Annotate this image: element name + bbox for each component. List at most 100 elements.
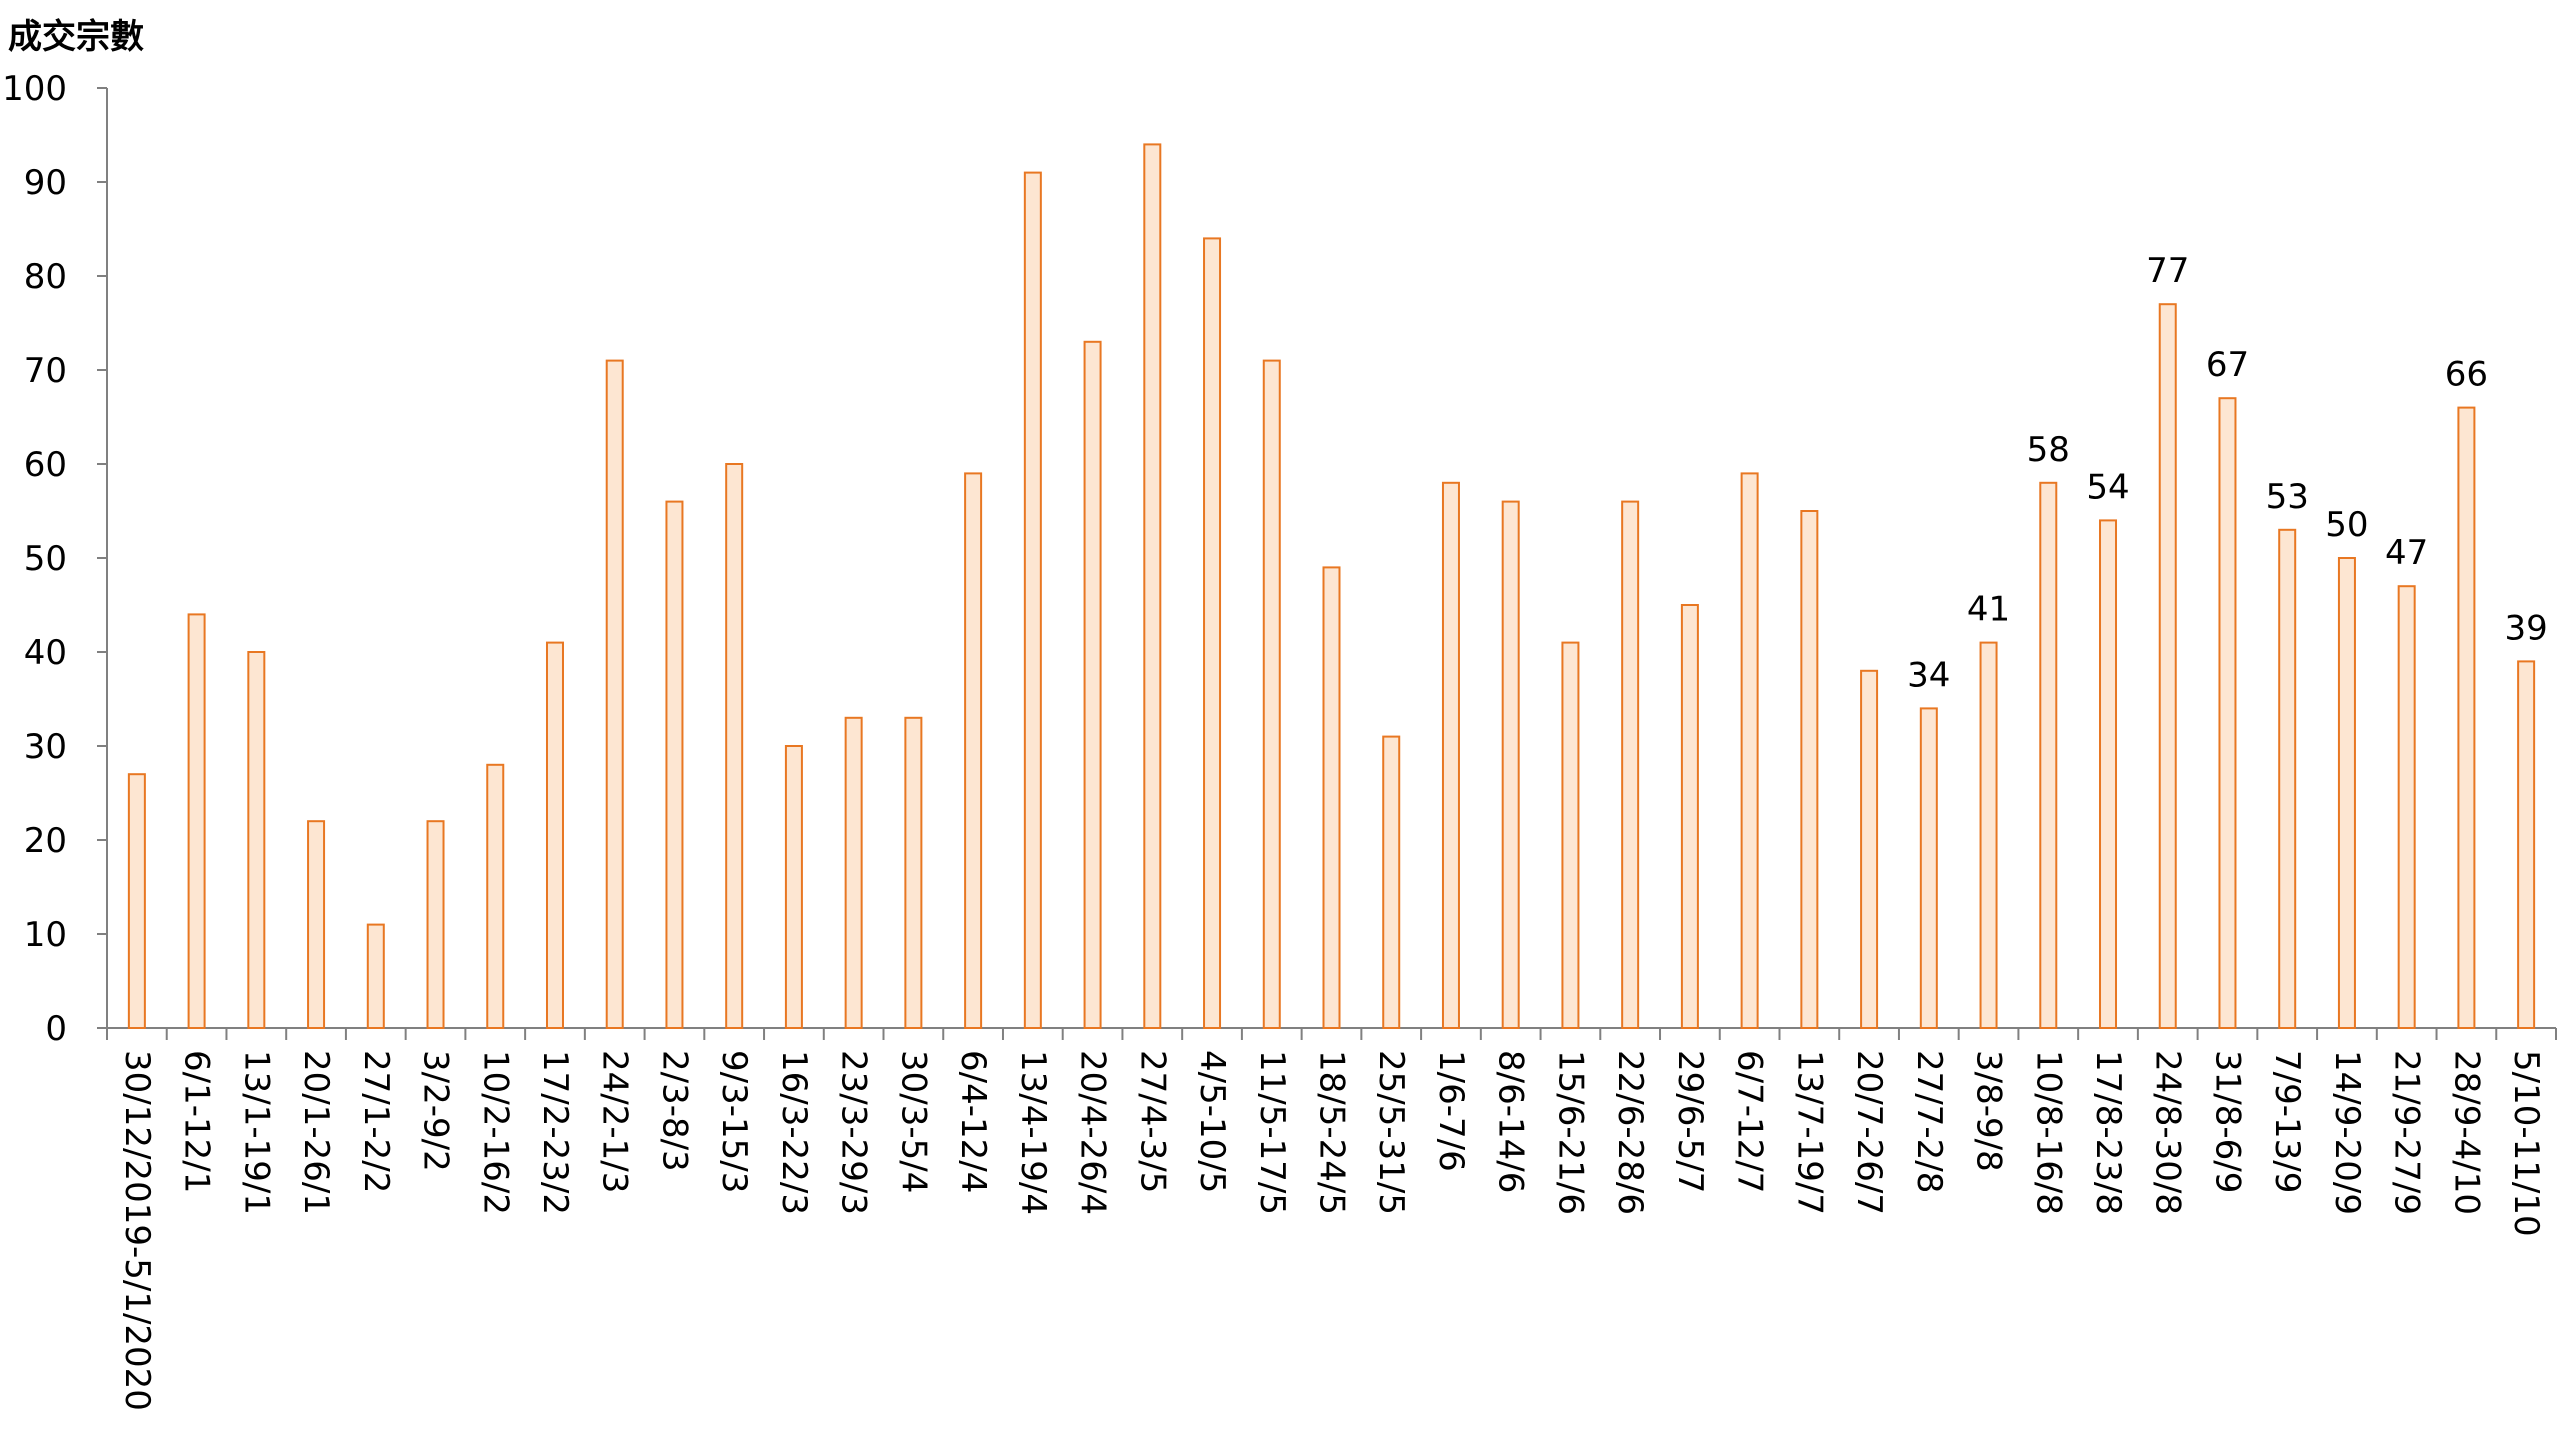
x-tick-label: 28/9-4/10	[2446, 1050, 2486, 1215]
x-tick-label: 14/9-20/9	[2327, 1050, 2367, 1215]
x-tick-label: 21/9-27/9	[2387, 1050, 2427, 1215]
y-tick-label: 90	[24, 163, 67, 203]
bar	[1680, 604, 1699, 1029]
x-tick-label: 25/5-31/5	[1371, 1050, 1411, 1215]
y-tick-label: 70	[24, 351, 67, 391]
bar	[2517, 660, 2536, 1030]
data-label: 58	[2027, 430, 2070, 470]
bar	[1143, 143, 1162, 1029]
bar	[1023, 171, 1042, 1030]
x-tick-label: 20/4-26/4	[1073, 1050, 1113, 1215]
bar	[1740, 472, 1759, 1029]
bar	[1621, 500, 1640, 1030]
x-tick-label: 1/6-7/6	[1431, 1050, 1471, 1172]
x-tick-label: 30/3-5/4	[893, 1050, 933, 1193]
bar	[2218, 397, 2237, 1029]
y-tick-label: 10	[24, 915, 67, 955]
bar	[665, 500, 684, 1030]
y-tick-label: 50	[24, 539, 67, 579]
bar	[1919, 707, 1938, 1030]
data-labels: 34 41 58 54 77 67 53 50 47 66 39	[1907, 251, 2548, 695]
data-label: 54	[2086, 467, 2129, 507]
data-label: 39	[2505, 608, 2548, 648]
y-axis-title: 成交宗數	[8, 17, 144, 57]
bar	[2099, 519, 2118, 1030]
x-tick-label: 13/1-19/1	[236, 1050, 276, 1215]
x-tick-label: 30/12/2019-5/1/2020	[117, 1050, 157, 1411]
x-tick-label: 17/2-23/2	[535, 1050, 575, 1215]
x-tick-label: 18/5-24/5	[1312, 1050, 1352, 1215]
x-tick-label: 15/6-21/6	[1550, 1050, 1590, 1215]
bar	[1501, 500, 1520, 1030]
y-tick-label: 100	[2, 69, 67, 109]
bar	[605, 359, 624, 1030]
y-tick-label: 30	[24, 727, 67, 767]
data-label: 53	[2266, 477, 2309, 517]
bar	[307, 820, 326, 1030]
x-tick-label: 6/7-12/7	[1730, 1050, 1770, 1193]
bar	[2457, 406, 2476, 1030]
y-tick-label: 0	[45, 1009, 67, 1049]
bar	[187, 613, 206, 1030]
x-tick-label: 5/10-11/10	[2506, 1050, 2546, 1237]
data-label: 41	[1967, 590, 2010, 630]
data-label: 66	[2445, 355, 2488, 395]
x-axis: 30/12/2019-5/1/2020 6/1-12/1 13/1-19/1 20/1…	[106, 1027, 2557, 1411]
bar	[127, 773, 146, 1030]
bar	[2158, 303, 2177, 1029]
bar	[1083, 340, 1102, 1029]
x-tick-label: 10/2-16/2	[475, 1050, 515, 1215]
x-tick-label: 7/9-13/9	[2267, 1050, 2307, 1193]
y-axis: 0 10 20 30 40 50 60 70 80 90 100	[2, 69, 108, 1049]
x-tick-label: 24/2-1/3	[595, 1050, 635, 1193]
x-tick-label: 17/8-23/8	[2088, 1050, 2128, 1215]
bar	[247, 651, 266, 1029]
bar	[486, 763, 505, 1029]
data-label: 77	[2146, 251, 2189, 291]
bar	[1860, 669, 1879, 1029]
bar	[366, 923, 385, 1029]
x-tick-label: 13/7-19/7	[1789, 1050, 1829, 1215]
x-tick-label: 10/8-16/8	[2028, 1050, 2068, 1215]
x-tick-label: 11/5-17/5	[1252, 1050, 1292, 1215]
x-tick-label: 27/1-2/2	[356, 1050, 396, 1193]
y-tick-label: 60	[24, 445, 67, 485]
x-tick-label: 3/2-9/2	[416, 1050, 456, 1172]
x-tick-label: 16/3-22/3	[774, 1050, 814, 1215]
bar	[2397, 585, 2416, 1029]
x-tick-label: 20/1-26/1	[296, 1050, 336, 1215]
data-label: 67	[2206, 345, 2249, 385]
bar	[1561, 641, 1580, 1029]
bar	[1979, 641, 1998, 1029]
bar	[545, 641, 564, 1029]
bar	[964, 472, 983, 1029]
y-tick-label: 20	[24, 821, 67, 861]
bar	[2278, 528, 2297, 1029]
x-tick-label: 27/4-3/5	[1132, 1050, 1172, 1193]
x-tick-label: 20/7-26/7	[1849, 1050, 1889, 1215]
bar	[904, 716, 923, 1029]
x-tick-label: 6/4-12/4	[953, 1050, 993, 1193]
bar	[784, 745, 803, 1029]
x-tick-label: 24/8-30/8	[2148, 1050, 2188, 1215]
x-tick-label: 2/3-8/3	[654, 1050, 694, 1172]
bar	[844, 716, 863, 1029]
bar	[1203, 237, 1222, 1029]
x-tick-label: 27/7-2/8	[1909, 1050, 1949, 1193]
x-tick-label: 22/6-28/6	[1610, 1050, 1650, 1215]
x-tick-label: 8/6-14/6	[1491, 1050, 1531, 1193]
x-tick-label: 23/3-29/3	[834, 1050, 874, 1215]
y-tick-label: 40	[24, 633, 67, 673]
y-tick-label: 80	[24, 257, 67, 297]
x-tick-label: 6/1-12/1	[177, 1050, 217, 1193]
x-tick-label: 29/6-5/7	[1670, 1050, 1710, 1193]
x-tick-label: 4/5-10/5	[1192, 1050, 1232, 1193]
bar	[2039, 481, 2058, 1029]
data-label: 50	[2325, 505, 2368, 545]
x-tick-label: 31/8-6/9	[2207, 1050, 2247, 1193]
x-tick-label: 3/8-9/8	[1969, 1050, 2009, 1172]
data-label: 47	[2385, 533, 2428, 573]
data-label: 34	[1907, 655, 1950, 695]
bar	[725, 463, 744, 1029]
